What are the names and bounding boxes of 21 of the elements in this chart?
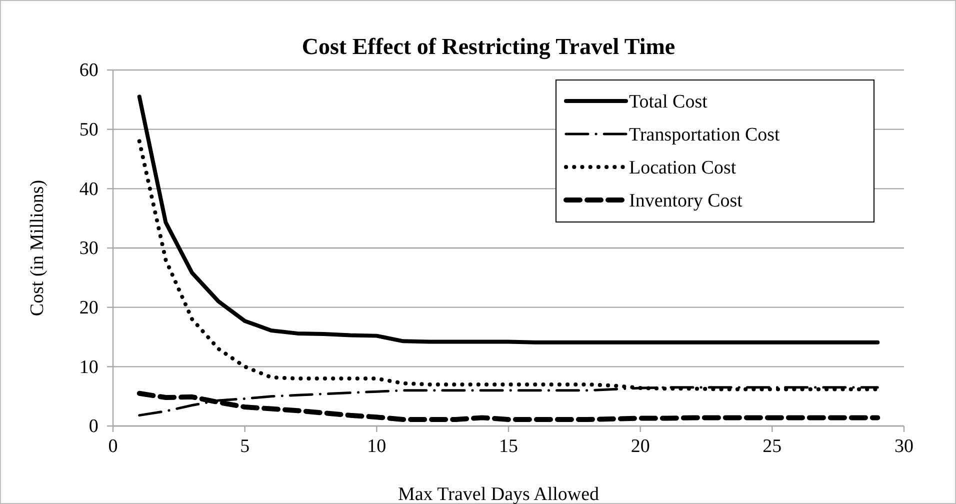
- legend-label: Transportation Cost: [629, 124, 781, 146]
- x-tick-label: 5: [240, 436, 250, 458]
- y-tick-label: 0: [88, 416, 98, 438]
- x-tick-label: 25: [762, 436, 782, 458]
- y-tick-label: 20: [79, 297, 98, 318]
- x-axis-title: Max Travel Days Allowed: [398, 484, 600, 504]
- y-tick-label: 60: [79, 60, 98, 82]
- x-tick-label: 0: [108, 436, 118, 458]
- x-tick-label: 30: [894, 436, 914, 458]
- x-tick-label: 15: [499, 436, 518, 458]
- y-tick-label: 40: [79, 178, 98, 200]
- y-axis-title: Cost (in Millions): [27, 180, 48, 316]
- x-tick-label: 10: [367, 436, 386, 458]
- y-tick-label: 10: [79, 356, 98, 378]
- legend-label: Inventory Cost: [629, 190, 744, 212]
- legend-label: Total Cost: [629, 92, 708, 113]
- x-tick-label: 20: [630, 436, 650, 458]
- legend-label: Location Cost: [629, 158, 737, 179]
- chart-title: Cost Effect of Restricting Travel Time: [302, 34, 676, 60]
- y-tick-label: 30: [79, 238, 98, 260]
- y-tick-label: 50: [79, 119, 98, 140]
